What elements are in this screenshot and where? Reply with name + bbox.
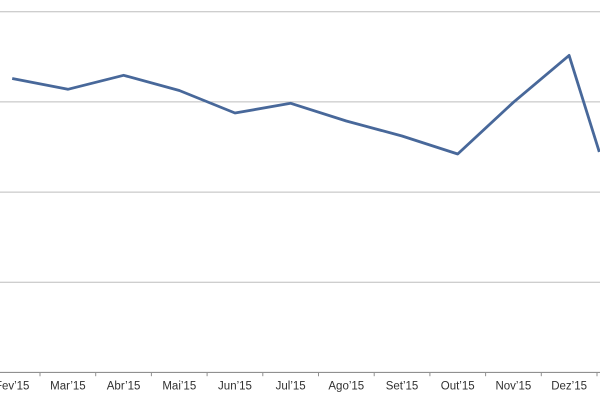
svg-text:Ago’15: Ago’15 (328, 381, 364, 393)
svg-text:Set’15: Set’15 (386, 381, 419, 393)
svg-text:Fev’15: Fev’15 (0, 381, 29, 393)
svg-text:Mai’15: Mai’15 (162, 381, 196, 393)
svg-text:Jul’15: Jul’15 (276, 381, 306, 393)
svg-text:Dez’15: Dez’15 (551, 381, 587, 393)
svg-text:Abr’15: Abr’15 (107, 381, 141, 393)
svg-text:Nov’15: Nov’15 (495, 381, 531, 393)
svg-text:Out’15: Out’15 (441, 381, 475, 393)
svg-text:Mar’15: Mar’15 (50, 381, 86, 393)
svg-text:Jun’15: Jun’15 (218, 381, 252, 393)
